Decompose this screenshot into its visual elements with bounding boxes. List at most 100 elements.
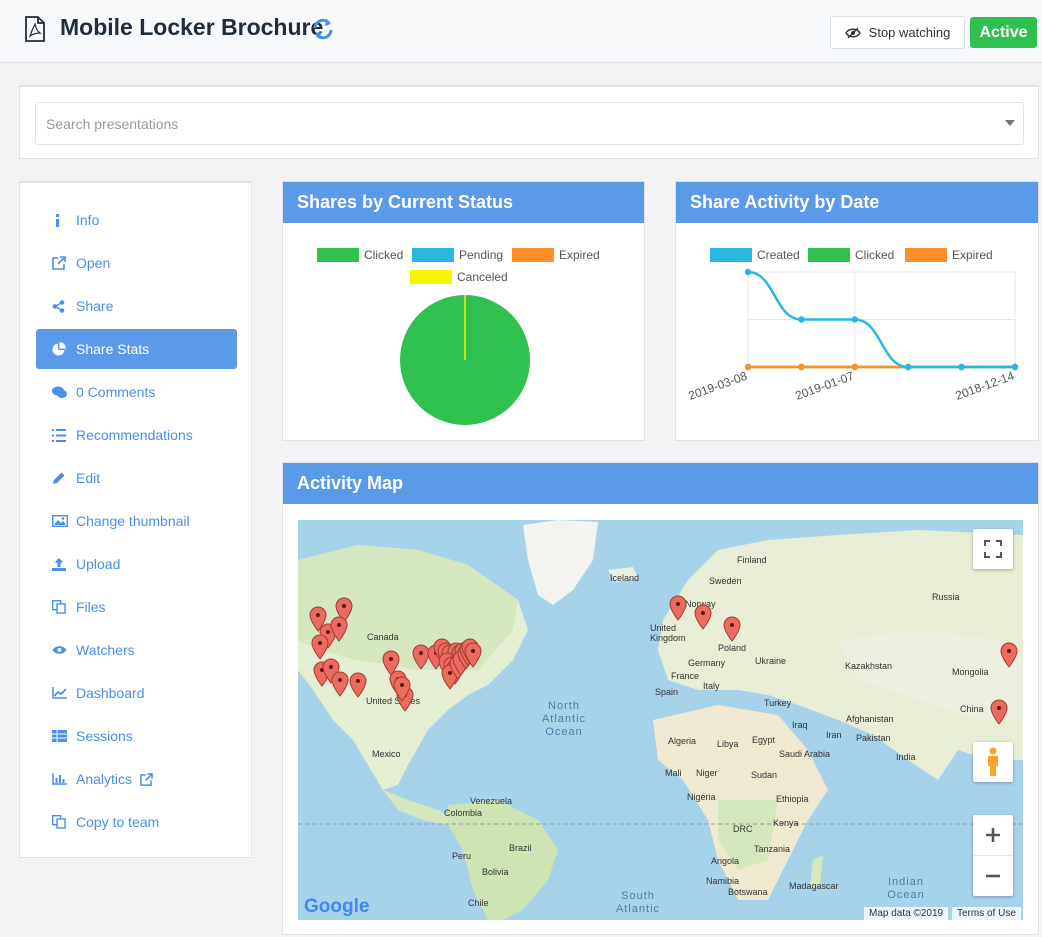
pie-chart [400, 295, 530, 425]
map-marker-icon[interactable] [349, 672, 367, 698]
refresh-icon[interactable] [311, 17, 335, 41]
sidebar-item-analytics[interactable]: Analytics [36, 759, 237, 799]
map-marker-icon[interactable] [412, 644, 430, 670]
pencil-icon [52, 472, 76, 485]
legend-swatch [317, 248, 359, 262]
minus-icon [986, 874, 1000, 877]
map-label: Bolivia [482, 867, 509, 877]
legend-item[interactable]: Clicked [317, 248, 403, 262]
legend-label: Clicked [364, 248, 404, 262]
sidebar-item-change-thumbnail[interactable]: Change thumbnail [36, 501, 237, 541]
map-label: United Kingdom [650, 623, 686, 643]
map-label: Afghanistan [846, 714, 894, 724]
map-marker-icon[interactable] [309, 606, 327, 632]
map-label: Saudi Arabia [779, 749, 831, 759]
legend-item[interactable]: Created [710, 248, 800, 262]
sidebar-item-sessions[interactable]: Sessions [36, 716, 237, 756]
image-icon [52, 515, 76, 527]
map-label: Mali [665, 768, 682, 778]
sidebar-item-edit[interactable]: Edit [36, 458, 237, 498]
map-label: Italy [703, 681, 720, 691]
comments-icon [52, 386, 76, 399]
data-point[interactable] [744, 363, 752, 371]
zoom-out-button[interactable] [973, 856, 1013, 896]
map-label: Kazakhstan [845, 661, 893, 671]
sidebar-item-dashboard[interactable]: Dashboard [36, 673, 237, 713]
search-input[interactable] [35, 102, 1024, 145]
map-label: Nigeria [687, 792, 716, 802]
legend-label: Clicked [855, 248, 895, 262]
legend-label: Pending [459, 248, 504, 262]
map-marker-icon[interactable] [990, 699, 1008, 725]
sidebar-item-copy-to-team[interactable]: Copy to team [36, 802, 237, 842]
data-point[interactable] [851, 363, 858, 371]
sidebar-item-files[interactable]: Files [36, 587, 237, 627]
map-marker-icon[interactable] [464, 642, 482, 668]
map-marker-icon[interactable] [1000, 642, 1018, 668]
legend-item[interactable]: Pending [412, 248, 503, 262]
sidebar-item-label: Open [76, 255, 111, 271]
terms-of-use-link[interactable]: Terms of Use [952, 907, 1021, 920]
legend-item[interactable]: Expired [905, 248, 993, 262]
map-label: Mongolia [952, 667, 989, 677]
ocean-label: South Atlantic [615, 890, 661, 915]
map-marker-icon[interactable] [694, 604, 712, 630]
map-label: Kenya [773, 818, 799, 828]
map-marker-icon[interactable] [723, 616, 741, 642]
sidebar-item-comments[interactable]: 0 Comments [36, 372, 237, 412]
map-marker-icon[interactable] [330, 616, 348, 642]
panel-title: Shares by Current Status [283, 182, 644, 223]
legend-item[interactable]: Canceled [410, 270, 508, 284]
world-map[interactable]: Finland Iceland Sweden Norway Russia Can… [298, 520, 1023, 920]
sidebar-item-share-stats[interactable]: Share Stats [36, 329, 237, 369]
map-label: Botswana [728, 887, 768, 897]
sidebar-item-label: Upload [76, 556, 121, 572]
sidebar-item-open[interactable]: Open [36, 243, 237, 283]
data-point[interactable] [1011, 363, 1019, 371]
data-point[interactable] [958, 363, 965, 371]
map-land [298, 520, 1023, 920]
data-point[interactable] [905, 363, 912, 371]
sidebar-item-upload[interactable]: Upload [36, 544, 237, 584]
status-badge: Active [970, 17, 1037, 48]
ocean-label: Indian Ocean [887, 876, 925, 901]
x-tick-label: 2019-01-07 [793, 369, 856, 403]
legend-swatch [710, 248, 752, 262]
stop-watching-label: Stop watching [868, 25, 951, 40]
map-label: Russia [932, 592, 960, 602]
sidebar-item-recommendations[interactable]: Recommendations [36, 415, 237, 455]
map-label: France [671, 671, 700, 681]
map-marker-icon[interactable] [393, 676, 411, 702]
legend-item[interactable]: Clicked [808, 248, 894, 262]
list-icon [52, 428, 76, 442]
legend-item[interactable]: Expired [512, 248, 600, 262]
data-point[interactable] [798, 316, 805, 323]
stop-watching-button[interactable]: Stop watching [830, 16, 965, 49]
map-marker-icon[interactable] [669, 595, 687, 621]
sidebar-item-label: Dashboard [76, 685, 145, 701]
map-label: Turkey [764, 698, 792, 708]
plus-icon [986, 828, 1000, 842]
map-label: Brazil [509, 843, 532, 853]
upload-icon [52, 557, 76, 571]
sidebar-item-watchers[interactable]: Watchers [36, 630, 237, 670]
zoom-in-button[interactable] [973, 816, 1013, 856]
data-point[interactable] [744, 268, 752, 276]
share-icon [52, 299, 76, 313]
data-point[interactable] [798, 363, 805, 371]
map-marker-icon[interactable] [331, 671, 349, 697]
map-marker-icon[interactable] [311, 634, 329, 660]
fullscreen-button[interactable] [973, 529, 1013, 569]
map-marker-icon[interactable] [382, 650, 400, 676]
street-view-button[interactable] [973, 742, 1013, 782]
sidebar-item-label: Edit [76, 470, 101, 486]
search-card [19, 85, 1039, 159]
data-point[interactable] [851, 316, 858, 323]
map-marker-icon[interactable] [335, 597, 353, 623]
sidebar-item-info[interactable]: Info [36, 200, 237, 240]
chevron-down-icon[interactable] [1005, 120, 1015, 126]
sidebar-item-share[interactable]: Share [36, 286, 237, 326]
map-label: Sudan [751, 770, 778, 780]
map-label: Egypt [752, 735, 776, 745]
map-label: Sweden [709, 576, 742, 586]
